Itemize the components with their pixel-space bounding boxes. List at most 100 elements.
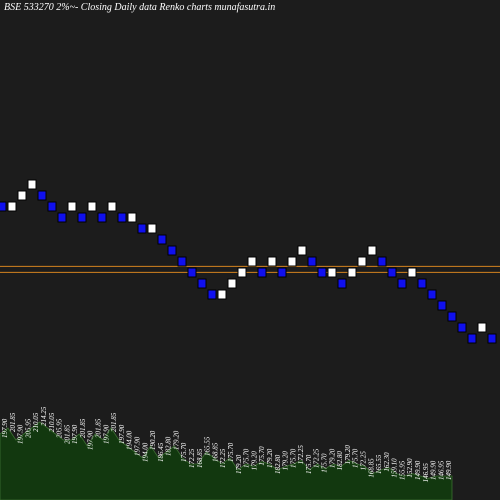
renko-brick-down (37, 190, 47, 201)
price-label: 182.80 (336, 451, 344, 471)
price-label: 152.90 (406, 458, 414, 478)
price-label: 197.90 (118, 424, 126, 444)
volume-area-shape (0, 421, 453, 500)
renko-brick-down (417, 278, 427, 289)
price-label: 172.25 (297, 445, 305, 465)
renko-brick-down (197, 278, 207, 289)
renko-brick-down (77, 212, 87, 223)
price-label: 197.90 (133, 436, 141, 456)
renko-brick-down (167, 245, 177, 256)
renko-brick-down (187, 267, 197, 278)
price-label: 186.45 (157, 442, 165, 462)
renko-brick-up (87, 201, 97, 212)
price-label: 146.95 (422, 463, 430, 483)
price-label: 179.20 (266, 448, 274, 468)
price-label: 197.90 (102, 424, 110, 444)
chart-title: BSE 533270 2%~- Closing Daily data Renko… (4, 2, 276, 13)
renko-brick-up (367, 245, 377, 256)
price-label: 214.25 (40, 406, 48, 426)
renko-brick-up (287, 256, 297, 267)
price-label: 194.00 (126, 430, 134, 450)
renko-brick-up (147, 223, 157, 234)
renko-brick-up (67, 201, 77, 212)
price-label: 201.85 (79, 418, 87, 438)
renko-brick-down (57, 212, 67, 223)
renko-brick-up (17, 190, 27, 201)
price-label: 179.20 (172, 430, 180, 450)
price-label: 159.10 (391, 458, 399, 478)
renko-brick-down (97, 212, 107, 223)
price-label: 190.20 (149, 430, 157, 450)
price-label: 179.20 (250, 451, 258, 471)
renko-brick-down (427, 289, 437, 300)
price-label: 205.95 (24, 418, 32, 438)
price-label: 194.00 (141, 442, 149, 462)
volume-area (0, 421, 453, 500)
renko-brick-down (157, 234, 167, 245)
renko-brick-up (237, 267, 247, 278)
price-label: 149.90 (414, 460, 422, 480)
price-label: 175.70 (305, 454, 313, 474)
renko-brick-down (437, 300, 447, 311)
price-label: 197.90 (71, 424, 79, 444)
price-label: 175.70 (321, 453, 329, 473)
renko-brick-down (467, 333, 477, 344)
renko-brick-down (177, 256, 187, 267)
price-label: 210.05 (32, 412, 40, 432)
price-label: 179.20 (235, 454, 243, 474)
price-label: 168.85 (211, 442, 219, 462)
renko-brick-down (0, 201, 7, 212)
price-label: 197.90 (17, 424, 25, 444)
renko-brick-up (327, 267, 337, 278)
renko-brick-down (387, 267, 397, 278)
price-label: 175.70 (227, 442, 235, 462)
renko-brick-down (457, 322, 467, 333)
renko-brick-up (127, 212, 137, 223)
price-label: 175.70 (289, 448, 297, 468)
price-label: 205.95 (56, 418, 64, 438)
renko-brick-down (257, 267, 267, 278)
price-label: 210.05 (48, 412, 56, 432)
renko-brick-down (317, 267, 327, 278)
renko-brick-up (357, 256, 367, 267)
renko-brick-up (347, 267, 357, 278)
price-label: 149.90 (445, 460, 453, 480)
price-label: 201.85 (95, 418, 103, 438)
price-label: 175.70 (258, 446, 266, 466)
renko-brick-down (487, 333, 497, 344)
renko-brick-down (397, 278, 407, 289)
price-label: 179.20 (328, 448, 336, 468)
renko-brick-up (407, 267, 417, 278)
renko-brick-up (27, 179, 37, 190)
price-label: 149.90 (430, 460, 438, 480)
price-label: 197.90 (1, 418, 9, 438)
reference-lines (0, 265, 500, 273)
price-label: 165.55 (375, 454, 383, 474)
price-label: 201.85 (63, 424, 71, 444)
price-label: 172.25 (219, 448, 227, 468)
renko-brick-up (217, 289, 227, 300)
renko-brick-down (337, 278, 347, 289)
renko-brick-down (137, 223, 147, 234)
renko-brick-up (227, 278, 237, 289)
renko-brick-down (377, 256, 387, 267)
price-label: 175.70 (180, 442, 188, 462)
price-label: 182.80 (274, 454, 282, 474)
price-label: 146.95 (437, 460, 445, 480)
renko-brick-up (267, 256, 277, 267)
price-label: 165.55 (204, 436, 212, 456)
renko-brick-up (297, 245, 307, 256)
price-label: 201.85 (110, 412, 118, 432)
price-label: 172.25 (359, 451, 367, 471)
price-label: 155.95 (398, 460, 406, 480)
renko-brick-up (247, 256, 257, 267)
renko-brick-down (307, 256, 317, 267)
price-label: 179.20 (344, 445, 352, 465)
renko-brick-down (207, 289, 217, 300)
price-label: 172.25 (313, 448, 321, 468)
price-label: 175.70 (243, 448, 251, 468)
price-label: 197.90 (87, 430, 95, 450)
renko-brick-down (447, 311, 457, 322)
